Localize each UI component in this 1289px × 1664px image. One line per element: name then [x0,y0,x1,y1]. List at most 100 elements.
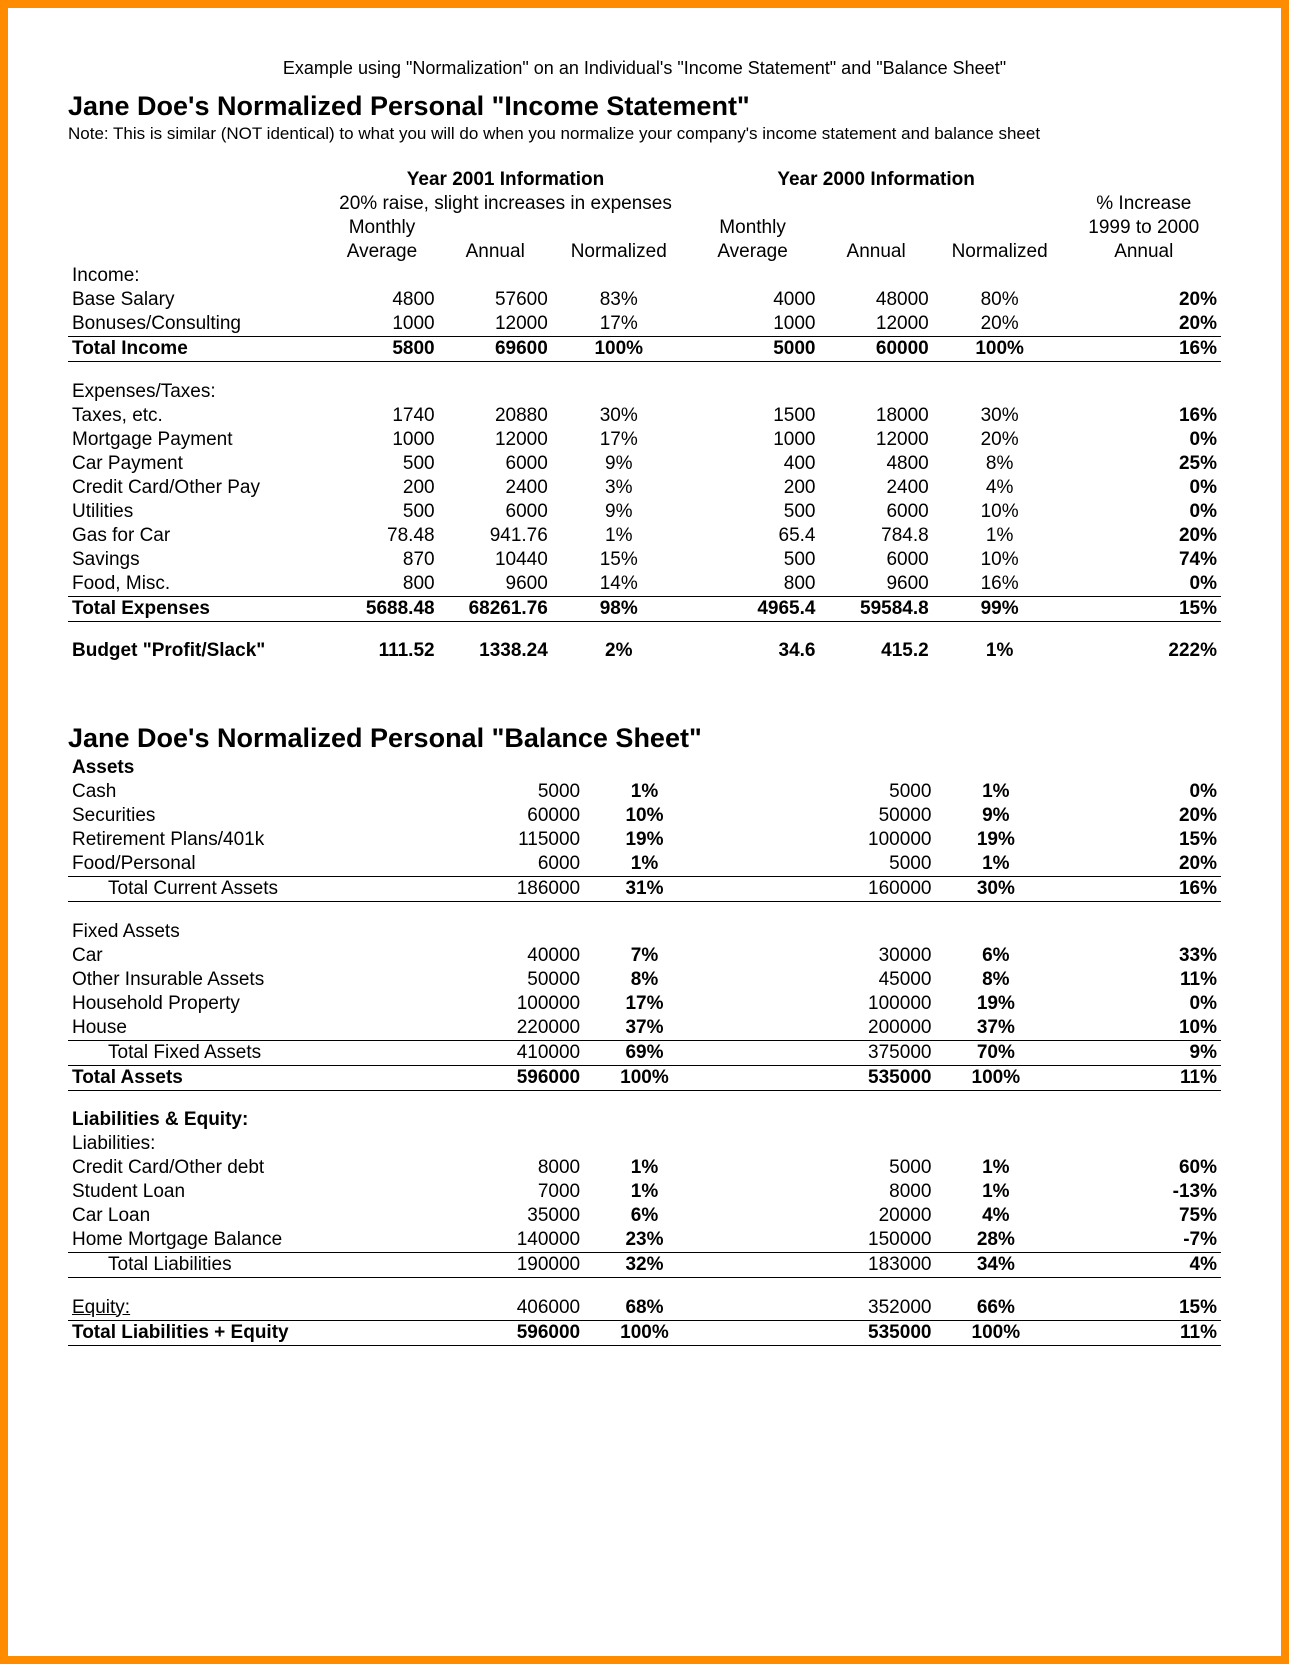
row-label: Equity: [68,1296,441,1321]
row-value: 1% [933,639,1067,663]
row-value: 4% [933,476,1067,500]
row-value: 0% [1067,572,1221,597]
row-value: 4965.4 [686,596,820,621]
row-value: 500 [686,548,820,572]
header-pct-increase: % Increase [1067,192,1221,216]
row-value: 5000 [760,1156,936,1180]
table-row: Car400007%300006%33% [68,944,1221,968]
row-value: 18000 [819,404,932,428]
row-value [705,852,760,877]
row-value: 220000 [441,1016,584,1041]
row-value: 48000 [819,288,932,312]
row-value: 12000 [439,428,552,452]
row-label: Base Salary [68,288,325,312]
row-value: 19% [935,828,1056,852]
row-value: 34% [935,1253,1056,1278]
header-year-range: 1999 to 2000 [1067,216,1221,240]
row-value: 20% [1067,312,1221,337]
row-value: 0% [1067,428,1221,452]
row-value: 69% [584,1040,705,1065]
row-value: 9% [1056,1040,1221,1065]
row-value: 28% [935,1228,1056,1253]
liabilities-label: Liabilities: [68,1132,441,1156]
row-value: 20000 [760,1204,936,1228]
row-value: 11% [1056,1065,1221,1090]
row-value: 8000 [760,1180,936,1204]
row-value: 15% [1067,596,1221,621]
row-value: 200 [325,476,438,500]
table-row: Car Loan350006%200004%75% [68,1204,1221,1228]
row-value [705,1065,760,1090]
table-row: Total Expenses5688.4868261.7698%4965.459… [68,596,1221,621]
row-value [705,1040,760,1065]
row-value: 15% [552,548,686,572]
page-frame: Example using "Normalization" on an Indi… [0,0,1289,1664]
row-value: 5000 [760,780,936,804]
table-row: Total Current Assets18600031%16000030%16… [68,877,1221,902]
row-value: 190000 [441,1253,584,1278]
row-value [705,1320,760,1345]
row-value: 1000 [325,312,438,337]
row-value: 12000 [439,312,552,337]
row-value: 65.4 [686,524,820,548]
row-value: 100% [935,1320,1056,1345]
row-value: 50000 [441,968,584,992]
income-statement-table: Year 2001 Information Year 2000 Informat… [68,168,1221,663]
row-label: Total Liabilities + Equity [68,1320,441,1345]
row-value: 9% [552,500,686,524]
row-value: 100000 [760,992,936,1016]
row-value: 16% [1067,337,1221,362]
row-value: 2400 [439,476,552,500]
row-value: 9600 [439,572,552,597]
row-label: Retirement Plans/401k [68,828,441,852]
row-value: -13% [1056,1180,1221,1204]
table-row: Retirement Plans/401k11500019%10000019%1… [68,828,1221,852]
row-value: 1% [935,852,1056,877]
row-value: 375000 [760,1040,936,1065]
row-value: 15% [1056,1296,1221,1321]
row-value: 100% [552,337,686,362]
row-value: 20% [1067,288,1221,312]
row-value: 800 [686,572,820,597]
table-row: Total Fixed Assets41000069%37500070%9% [68,1040,1221,1065]
header-annual-2001: Annual [439,240,552,264]
row-value: 75% [1056,1204,1221,1228]
row-value: 8% [584,968,705,992]
row-value: 100% [935,1065,1056,1090]
row-value: 5688.48 [325,596,438,621]
table-row: Securities6000010%500009%20% [68,804,1221,828]
table-row: Food/Personal60001%50001%20% [68,852,1221,877]
row-label: Total Income [68,337,325,362]
table-row: Gas for Car78.48941.761%65.4784.81%20% [68,524,1221,548]
row-value: 0% [1067,500,1221,524]
row-value: 37% [935,1016,1056,1041]
row-value: 4000 [686,288,820,312]
table-row: Cash50001%50001%0% [68,780,1221,804]
table-row: Total Assets596000100%535000100%11% [68,1065,1221,1090]
balance-sheet-title: Jane Doe's Normalized Personal "Balance … [68,723,1221,754]
row-value: 1500 [686,404,820,428]
row-value [705,968,760,992]
row-value: 1% [584,1180,705,1204]
row-value: 100% [933,337,1067,362]
row-value: 15% [1056,828,1221,852]
row-value: 1% [935,1180,1056,1204]
row-value: 1% [935,1156,1056,1180]
row-value: 6000 [441,852,584,877]
income-statement-title: Jane Doe's Normalized Personal "Income S… [68,91,1221,122]
row-value: 7% [584,944,705,968]
balance-sheet-table: Assets Cash50001%50001%0%Securities60000… [68,756,1221,1346]
row-value: 20% [933,428,1067,452]
row-value: 200 [686,476,820,500]
row-value: 410000 [441,1040,584,1065]
row-value: 50000 [760,804,936,828]
row-value: 115000 [441,828,584,852]
fixed-assets-label: Fixed Assets [68,920,441,944]
row-value: 70% [935,1040,1056,1065]
row-value: 2400 [819,476,932,500]
row-value: 20% [1056,804,1221,828]
row-value: 34.6 [686,639,820,663]
row-label: Household Property [68,992,441,1016]
row-value: 8% [933,452,1067,476]
row-value: 68% [584,1296,705,1321]
